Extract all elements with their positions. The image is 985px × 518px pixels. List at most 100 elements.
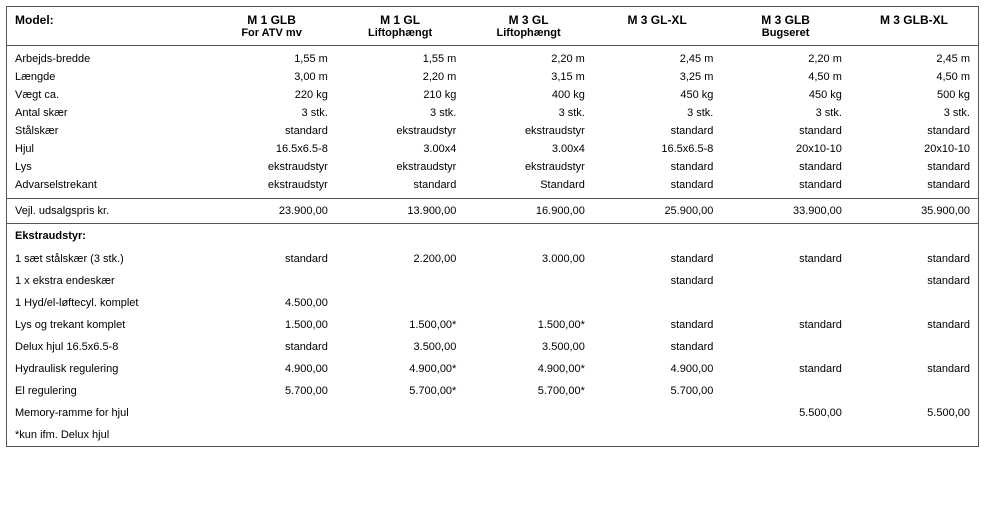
extras-row: Lys og trekant komplet1.500,001.500,00*1… [7, 314, 979, 336]
extras-cell: standard [593, 270, 722, 292]
extras-cell: 5.700,00 [207, 380, 336, 402]
price-row: Vejl. udsalgspris kr. 23.900,00 13.900,0… [7, 199, 979, 224]
extras-cell: 3.500,00 [464, 336, 593, 358]
price-cell: 33.900,00 [721, 199, 850, 224]
extras-cell: 5.700,00* [336, 380, 465, 402]
extras-row: *kun ifm. Delux hjul [7, 424, 979, 447]
price-cell: 25.900,00 [593, 199, 722, 224]
price-cell: 13.900,00 [336, 199, 465, 224]
spec-cell: standard [336, 176, 465, 199]
spec-label: Arbejds-bredde [7, 46, 208, 69]
extras-cell: 4.900,00 [593, 358, 722, 380]
spec-label: Antal skær [7, 104, 208, 122]
spec-cell: 3 stk. [593, 104, 722, 122]
extras-cell [336, 424, 465, 447]
extras-cell: standard [721, 358, 850, 380]
extras-cell: 5.500,00 [721, 402, 850, 424]
spec-cell: standard [593, 158, 722, 176]
extras-cell [721, 270, 850, 292]
extras-cell [336, 402, 465, 424]
spec-row: Længde3,00 m2,20 m3,15 m3,25 m4,50 m4,50… [7, 68, 979, 86]
spec-cell: ekstraudstyr [336, 122, 465, 140]
extras-cell: 4.900,00* [464, 358, 593, 380]
spec-cell: 20x10-10 [850, 140, 979, 158]
extras-label: El regulering [7, 380, 208, 402]
extras-row: Delux hjul 16.5x6.5-8standard3.500,003.5… [7, 336, 979, 358]
spec-cell: 2,45 m [850, 46, 979, 69]
spec-cell: 500 kg [850, 86, 979, 104]
extras-cell: standard [593, 336, 722, 358]
spec-cell: standard [593, 176, 722, 199]
extras-cell [850, 292, 979, 314]
spec-row: Arbejds-bredde1,55 m1,55 m2,20 m2,45 m2,… [7, 46, 979, 69]
extras-cell [850, 380, 979, 402]
extras-cell [336, 292, 465, 314]
extras-cell [207, 424, 336, 447]
extras-label: Hydraulisk regulering [7, 358, 208, 380]
extras-label: 1 sæt stålskær (3 stk.) [7, 248, 208, 270]
spec-label: Vægt ca. [7, 86, 208, 104]
spec-cell: 2,20 m [721, 46, 850, 69]
extras-cell [721, 424, 850, 447]
price-cell: 35.900,00 [850, 199, 979, 224]
spec-cell: ekstraudstyr [464, 158, 593, 176]
extras-cell: 1.500,00* [336, 314, 465, 336]
extras-cell: 5.500,00 [850, 402, 979, 424]
extras-row: Hydraulisk regulering4.900,004.900,00*4.… [7, 358, 979, 380]
extras-label: *kun ifm. Delux hjul [7, 424, 208, 447]
spec-cell: 3,15 m [464, 68, 593, 86]
extras-cell: standard [207, 248, 336, 270]
extras-cell: standard [721, 314, 850, 336]
extras-cell [721, 336, 850, 358]
spec-cell: 3 stk. [207, 104, 336, 122]
extras-cell: 3.000,00 [464, 248, 593, 270]
price-cell: 23.900,00 [207, 199, 336, 224]
spec-cell: 3,00 m [207, 68, 336, 86]
extras-cell: standard [850, 270, 979, 292]
extras-cell: standard [593, 248, 722, 270]
spec-cell: 2,20 m [336, 68, 465, 86]
extras-row: 1 Hyd/el-løftecyl. komplet4.500,00 [7, 292, 979, 314]
spec-cell: standard [850, 176, 979, 199]
extras-cell: standard [850, 248, 979, 270]
spec-cell: 1,55 m [207, 46, 336, 69]
spec-cell: standard [850, 158, 979, 176]
extras-row: Memory-ramme for hjul 5.500,005.500,00 [7, 402, 979, 424]
extras-cell [593, 402, 722, 424]
extras-cell: 1.500,00* [464, 314, 593, 336]
col-header-1: M 1 GLLiftophængt [336, 7, 465, 46]
spec-cell: standard [721, 176, 850, 199]
spec-row: AdvarselstrekantekstraudstyrstandardStan… [7, 176, 979, 199]
spec-label: Advarselstrekant [7, 176, 208, 199]
spec-label: Stålskær [7, 122, 208, 140]
table-header-row: Model: M 1 GLBFor ATV mv M 1 GLLiftophæn… [7, 7, 979, 46]
extras-cell [850, 336, 979, 358]
extras-cell [464, 292, 593, 314]
extras-cell [207, 270, 336, 292]
model-header-label: Model: [7, 7, 208, 46]
spec-row: Vægt ca.220 kg210 kg400 kg450 kg450 kg50… [7, 86, 979, 104]
extras-cell: standard [850, 358, 979, 380]
spec-cell: Standard [464, 176, 593, 199]
extras-label: Memory-ramme for hjul [7, 402, 208, 424]
spec-cell: 20x10-10 [721, 140, 850, 158]
spec-cell: 16.5x6.5-8 [593, 140, 722, 158]
price-label: Vejl. udsalgspris kr. [7, 199, 208, 224]
extras-cell [593, 424, 722, 447]
spec-label: Lys [7, 158, 208, 176]
spec-cell: 3 stk. [336, 104, 465, 122]
col-header-4: M 3 GLBBugseret [721, 7, 850, 46]
spec-cell: ekstraudstyr [207, 176, 336, 199]
extras-cell: 1.500,00 [207, 314, 336, 336]
extras-cell: standard [207, 336, 336, 358]
spec-cell: 16.5x6.5-8 [207, 140, 336, 158]
spec-cell: 400 kg [464, 86, 593, 104]
extras-header-row: Ekstraudstyr: [7, 224, 979, 249]
spec-label: Længde [7, 68, 208, 86]
extras-cell [721, 292, 850, 314]
extras-cell: 5.700,00* [464, 380, 593, 402]
extras-cell [850, 424, 979, 447]
extras-cell [464, 402, 593, 424]
spec-cell: standard [593, 122, 722, 140]
spec-cell: standard [721, 158, 850, 176]
